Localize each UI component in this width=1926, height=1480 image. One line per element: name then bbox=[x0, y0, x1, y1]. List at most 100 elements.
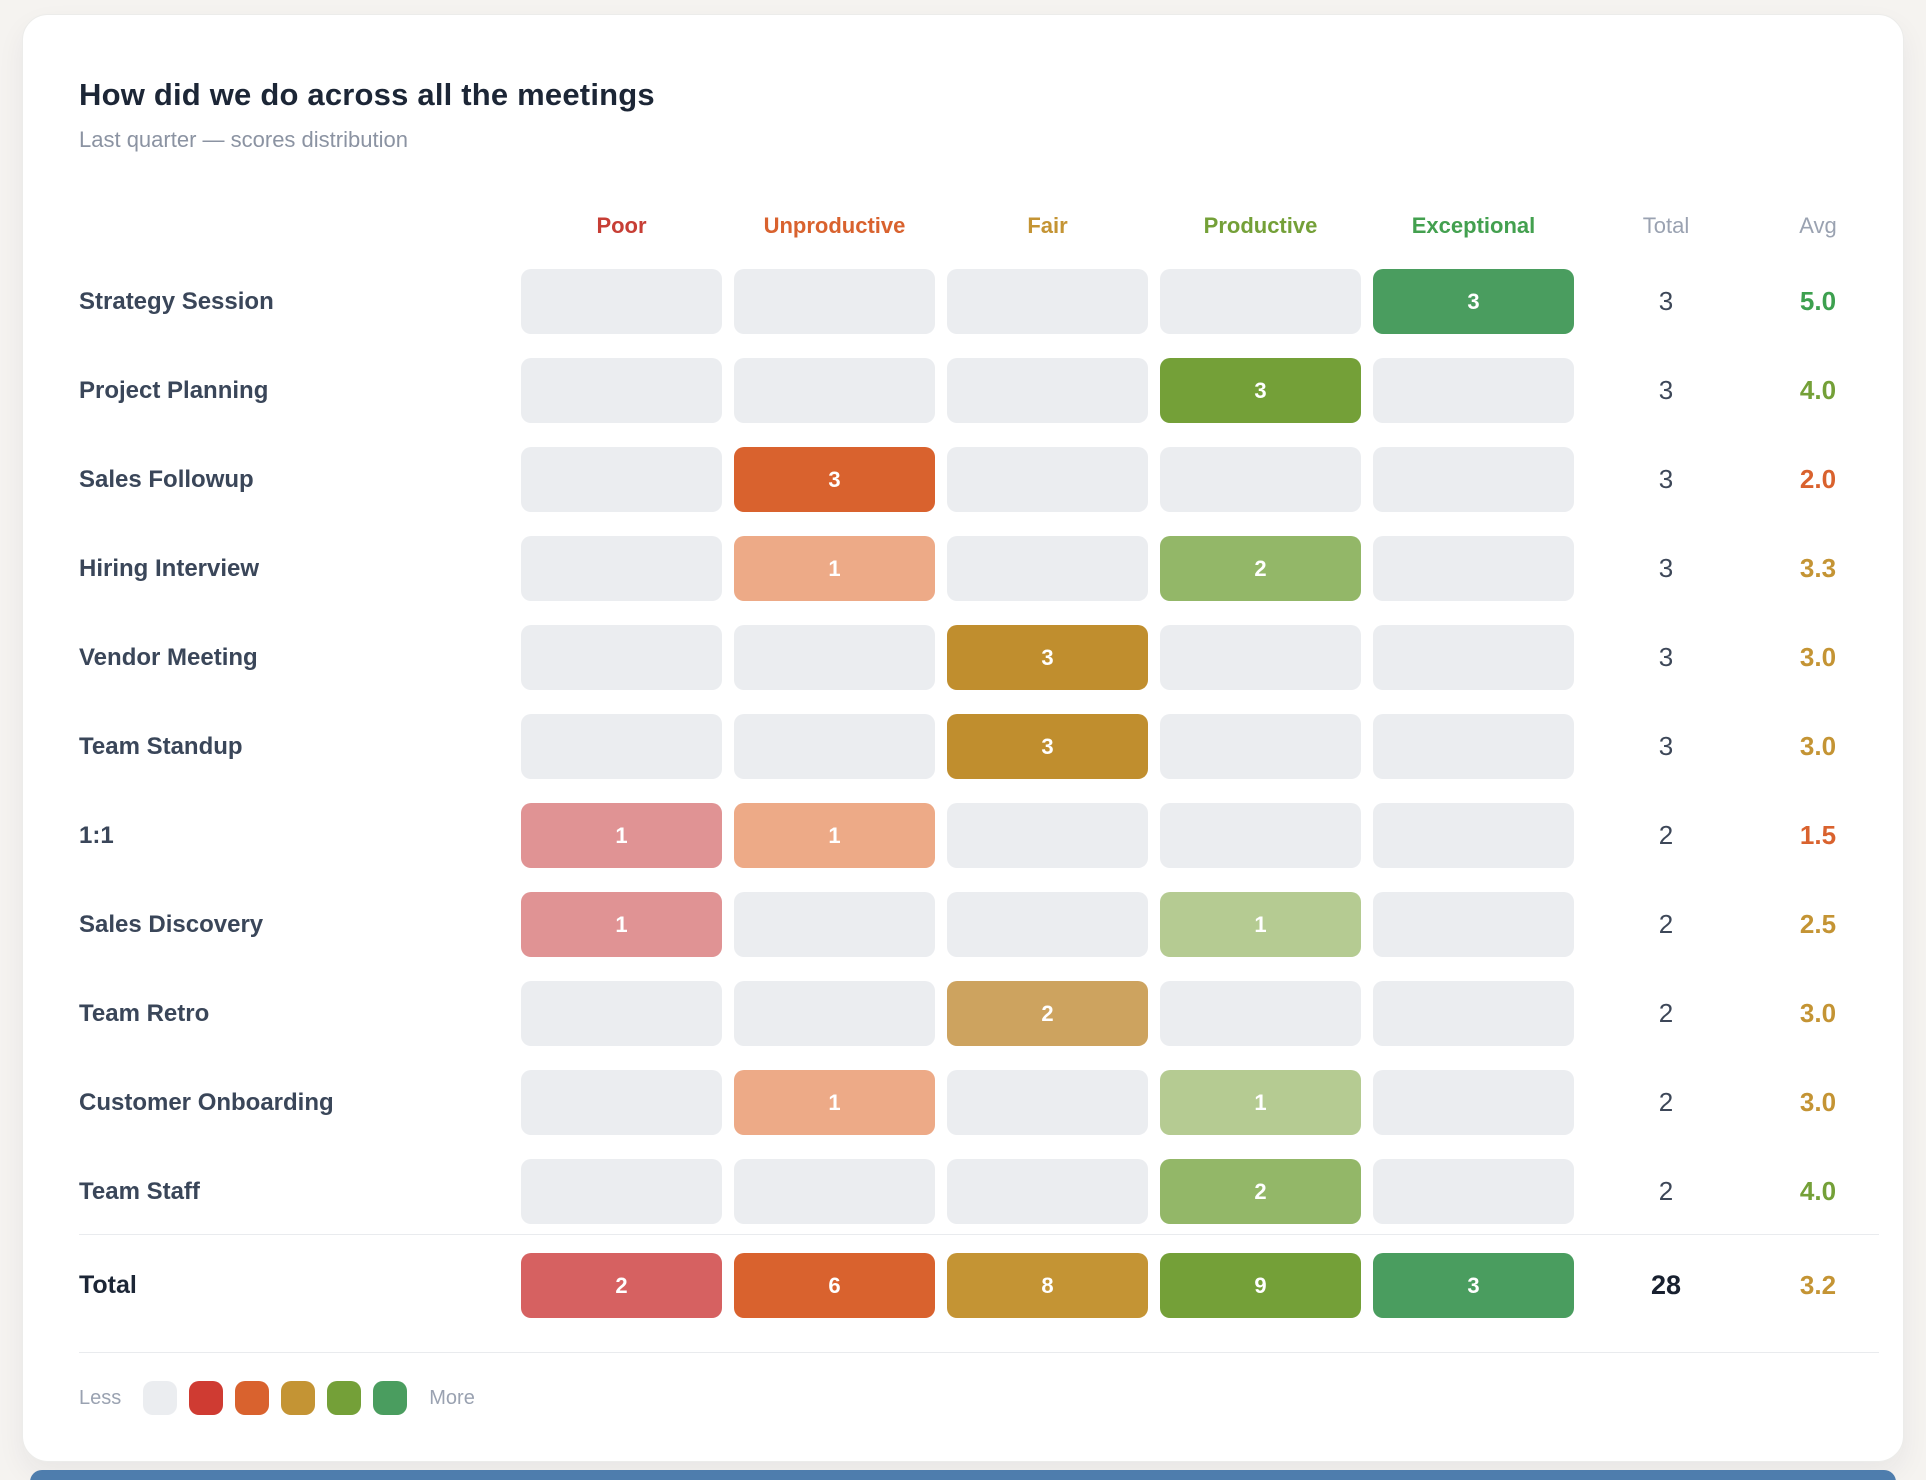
divider-below-total bbox=[79, 1352, 1879, 1353]
row-avg-value: 5.0 bbox=[1799, 286, 1837, 316]
heat-cell-unproductive[interactable] bbox=[734, 892, 935, 957]
heat-cell-unproductive[interactable] bbox=[734, 358, 935, 423]
row-total-value: 3 bbox=[1658, 375, 1674, 405]
heat-cell-unproductive[interactable] bbox=[734, 714, 935, 779]
heat-cell-poor[interactable] bbox=[521, 1070, 722, 1135]
row-label: Team Retro bbox=[79, 999, 210, 1027]
heat-cell-exceptional[interactable] bbox=[1373, 1159, 1574, 1224]
row-avg-value: 3.0 bbox=[1799, 731, 1837, 761]
column-header-exceptional: Exceptional bbox=[1411, 213, 1536, 238]
heat-cell-poor[interactable] bbox=[521, 714, 722, 779]
heat-cell-productive[interactable] bbox=[1160, 625, 1361, 690]
heat-cell-poor[interactable] bbox=[521, 625, 722, 690]
column-header-row: Poor Unproductive Fair Productive Exceptiona… bbox=[79, 213, 1879, 239]
row-avg-value: 3.0 bbox=[1799, 1087, 1837, 1117]
heat-cell-exceptional[interactable] bbox=[1373, 358, 1574, 423]
heat-cell-unproductive[interactable]: 3 bbox=[734, 447, 935, 512]
meeting-row: Team Retro 2 2 3.0 bbox=[79, 981, 1879, 1046]
heat-cell-poor[interactable]: 2 bbox=[521, 1253, 722, 1318]
heat-cell-productive[interactable]: 1 bbox=[1160, 892, 1361, 957]
heat-cell-productive[interactable] bbox=[1160, 269, 1361, 334]
heat-cell-fair[interactable] bbox=[947, 358, 1148, 423]
heat-cell-unproductive[interactable]: 1 bbox=[734, 803, 935, 868]
heat-cell-productive[interactable] bbox=[1160, 714, 1361, 779]
legend-swatch-0 bbox=[143, 1381, 178, 1415]
heat-cell-fair[interactable]: 2 bbox=[947, 981, 1148, 1046]
heat-cell-exceptional[interactable]: 3 bbox=[1373, 1253, 1574, 1318]
heat-cell-poor[interactable] bbox=[521, 981, 722, 1046]
heat-cell-unproductive[interactable]: 6 bbox=[734, 1253, 935, 1318]
heat-cell-exceptional[interactable] bbox=[1373, 892, 1574, 957]
heat-cell-fair[interactable]: 3 bbox=[947, 714, 1148, 779]
heat-cell-unproductive[interactable] bbox=[734, 625, 935, 690]
heat-cell-fair[interactable]: 8 bbox=[947, 1253, 1148, 1318]
row-avg-value: 1.5 bbox=[1799, 820, 1837, 850]
heat-cell-fair[interactable]: 3 bbox=[947, 625, 1148, 690]
heat-cell-poor[interactable] bbox=[521, 358, 722, 423]
meeting-row: Strategy Session 3 3 5.0 bbox=[79, 269, 1879, 334]
row-avg-value: 2.0 bbox=[1799, 464, 1837, 494]
heat-cell-unproductive[interactable] bbox=[734, 269, 935, 334]
heat-cell-unproductive[interactable] bbox=[734, 1159, 935, 1224]
row-avg-value: 4.0 bbox=[1799, 375, 1837, 405]
divider-above-total bbox=[79, 1234, 1879, 1235]
heat-cell-fair[interactable] bbox=[947, 269, 1148, 334]
heat-cell-exceptional[interactable] bbox=[1373, 536, 1574, 601]
row-avg-value: 3.2 bbox=[1799, 1270, 1837, 1300]
page-subtitle: Last quarter — scores distribution bbox=[79, 127, 408, 152]
row-total-value: 3 bbox=[1658, 642, 1674, 672]
heat-cell-exceptional[interactable] bbox=[1373, 981, 1574, 1046]
row-total-value: 3 bbox=[1658, 731, 1674, 761]
heat-cell-productive[interactable] bbox=[1160, 447, 1361, 512]
heat-cell-fair[interactable] bbox=[947, 447, 1148, 512]
row-label: Project Planning bbox=[79, 376, 269, 404]
row-label: Sales Discovery bbox=[79, 910, 264, 938]
heat-cell-productive[interactable]: 9 bbox=[1160, 1253, 1361, 1318]
meeting-row: Hiring Interview 1 2 3 3.3 bbox=[79, 536, 1879, 601]
meeting-row: Project Planning 3 3 4.0 bbox=[79, 358, 1879, 423]
legend-swatch-3 bbox=[281, 1381, 316, 1415]
meeting-row: Sales Discovery 1 1 2 2.5 bbox=[79, 892, 1879, 957]
legend-swatch-4 bbox=[327, 1381, 362, 1415]
legend-swatches bbox=[143, 1381, 408, 1415]
heat-cell-poor[interactable] bbox=[521, 269, 722, 334]
heat-cell-exceptional[interactable] bbox=[1373, 803, 1574, 868]
heat-cell-exceptional[interactable]: 3 bbox=[1373, 269, 1574, 334]
row-total-value: 28 bbox=[1650, 1270, 1682, 1300]
heat-cell-productive[interactable]: 3 bbox=[1160, 358, 1361, 423]
heat-cell-fair[interactable] bbox=[947, 1159, 1148, 1224]
heat-cell-poor[interactable] bbox=[521, 447, 722, 512]
row-label: Team Staff bbox=[79, 1177, 200, 1205]
heat-cell-poor[interactable] bbox=[521, 1159, 722, 1224]
heat-cell-fair[interactable] bbox=[947, 892, 1148, 957]
next-card-top-edge bbox=[30, 1470, 1896, 1480]
row-label: Team Standup bbox=[79, 732, 243, 760]
heat-cell-productive[interactable] bbox=[1160, 803, 1361, 868]
heat-cell-unproductive[interactable]: 1 bbox=[734, 1070, 935, 1135]
dashboard-card: How did we do across all the meetings La… bbox=[22, 14, 1904, 1462]
heat-cell-fair[interactable] bbox=[947, 803, 1148, 868]
legend-swatch-5 bbox=[373, 1381, 408, 1415]
heat-cell-fair[interactable] bbox=[947, 536, 1148, 601]
heat-cell-poor[interactable] bbox=[521, 536, 722, 601]
legend-swatch-1 bbox=[189, 1381, 224, 1415]
heat-cell-unproductive[interactable]: 1 bbox=[734, 536, 935, 601]
row-total-value: 3 bbox=[1658, 464, 1674, 494]
heat-cell-poor[interactable]: 1 bbox=[521, 892, 722, 957]
heat-cell-unproductive[interactable] bbox=[734, 981, 935, 1046]
heat-cell-fair[interactable] bbox=[947, 1070, 1148, 1135]
row-total-value: 2 bbox=[1658, 909, 1674, 939]
heat-cell-productive[interactable]: 2 bbox=[1160, 536, 1361, 601]
heat-cell-exceptional[interactable] bbox=[1373, 1070, 1574, 1135]
heatmap-legend: Less More bbox=[79, 1381, 1879, 1415]
page-title: How did we do across all the meetings bbox=[79, 77, 655, 112]
heat-cell-poor[interactable]: 1 bbox=[521, 803, 722, 868]
heat-cell-exceptional[interactable] bbox=[1373, 714, 1574, 779]
legend-more-label: More bbox=[429, 1386, 475, 1409]
heat-cell-exceptional[interactable] bbox=[1373, 625, 1574, 690]
heat-cell-productive[interactable]: 2 bbox=[1160, 1159, 1361, 1224]
heat-cell-productive[interactable]: 1 bbox=[1160, 1070, 1361, 1135]
heat-cell-exceptional[interactable] bbox=[1373, 447, 1574, 512]
heat-cell-productive[interactable] bbox=[1160, 981, 1361, 1046]
legend-swatch-2 bbox=[235, 1381, 270, 1415]
